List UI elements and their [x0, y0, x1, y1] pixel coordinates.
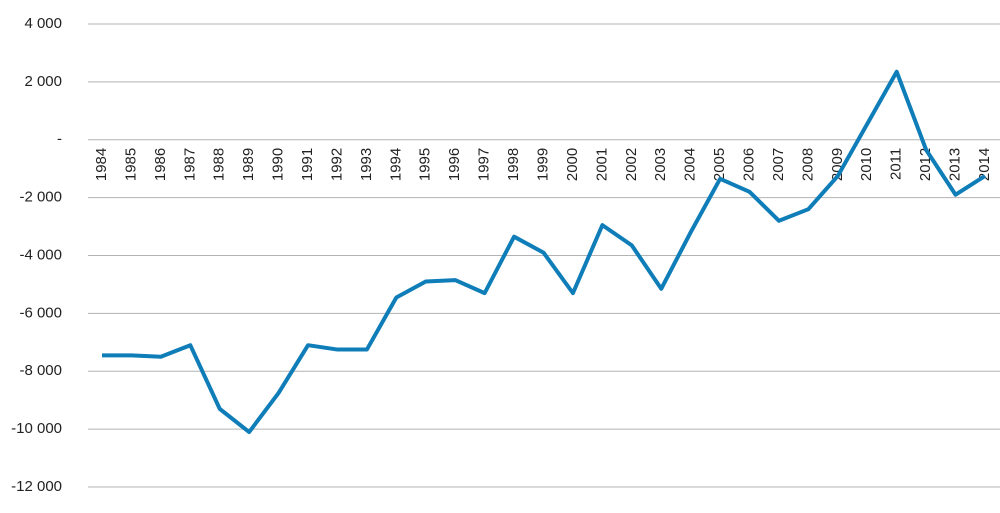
x-tick-label: 2012	[917, 148, 934, 181]
x-tick-label: 1994	[387, 148, 404, 181]
x-tick-label: 2002	[623, 148, 640, 181]
y-tick-label: -8 000	[19, 362, 62, 379]
x-tick-label: 2003	[652, 148, 669, 181]
x-tick-label: 2001	[593, 148, 610, 181]
y-tick-label: 2 000	[24, 73, 62, 90]
x-tick-label: 1984	[93, 148, 110, 181]
x-tick-label: 1986	[152, 148, 169, 181]
x-tick-label: 1987	[181, 148, 198, 181]
y-tick-label: -2 000	[19, 189, 62, 206]
x-tick-label: 2011	[888, 148, 905, 180]
x-tick-label: 2010	[858, 148, 875, 181]
y-tick-label: -	[57, 131, 62, 148]
x-tick-label: 1998	[505, 148, 522, 181]
y-tick-label: -10 000	[11, 420, 62, 437]
x-tick-label: 1997	[476, 148, 493, 181]
y-tick-label: 4 000	[24, 15, 62, 32]
y-tick-label: -12 000	[11, 478, 62, 495]
x-tick-label: 1988	[211, 148, 228, 181]
y-tick-label: -4 000	[19, 246, 62, 263]
x-tick-label: 1991	[299, 148, 316, 181]
x-tick-label: 1995	[417, 148, 434, 181]
x-tick-label: 2014	[976, 148, 993, 181]
x-tick-label: 2000	[564, 148, 581, 181]
data-line	[102, 69, 987, 435]
x-tick-label: 1989	[240, 148, 257, 181]
x-tick-label: 2005	[711, 148, 728, 181]
x-tick-label: 1996	[446, 148, 463, 181]
x-tick-label: 1985	[122, 148, 139, 181]
x-tick-label: 2006	[741, 148, 758, 181]
x-tick-label: 1999	[534, 148, 551, 181]
x-tick-label: 1990	[270, 148, 287, 181]
y-tick-label: -6 000	[19, 304, 62, 321]
x-tick-label: 1992	[328, 148, 345, 181]
x-tick-label: 2013	[947, 148, 964, 181]
x-tick-label: 1993	[358, 148, 375, 181]
x-tick-label: 2007	[770, 148, 787, 181]
x-tick-label: 2004	[682, 148, 699, 181]
x-tick-label: 2008	[799, 148, 816, 181]
